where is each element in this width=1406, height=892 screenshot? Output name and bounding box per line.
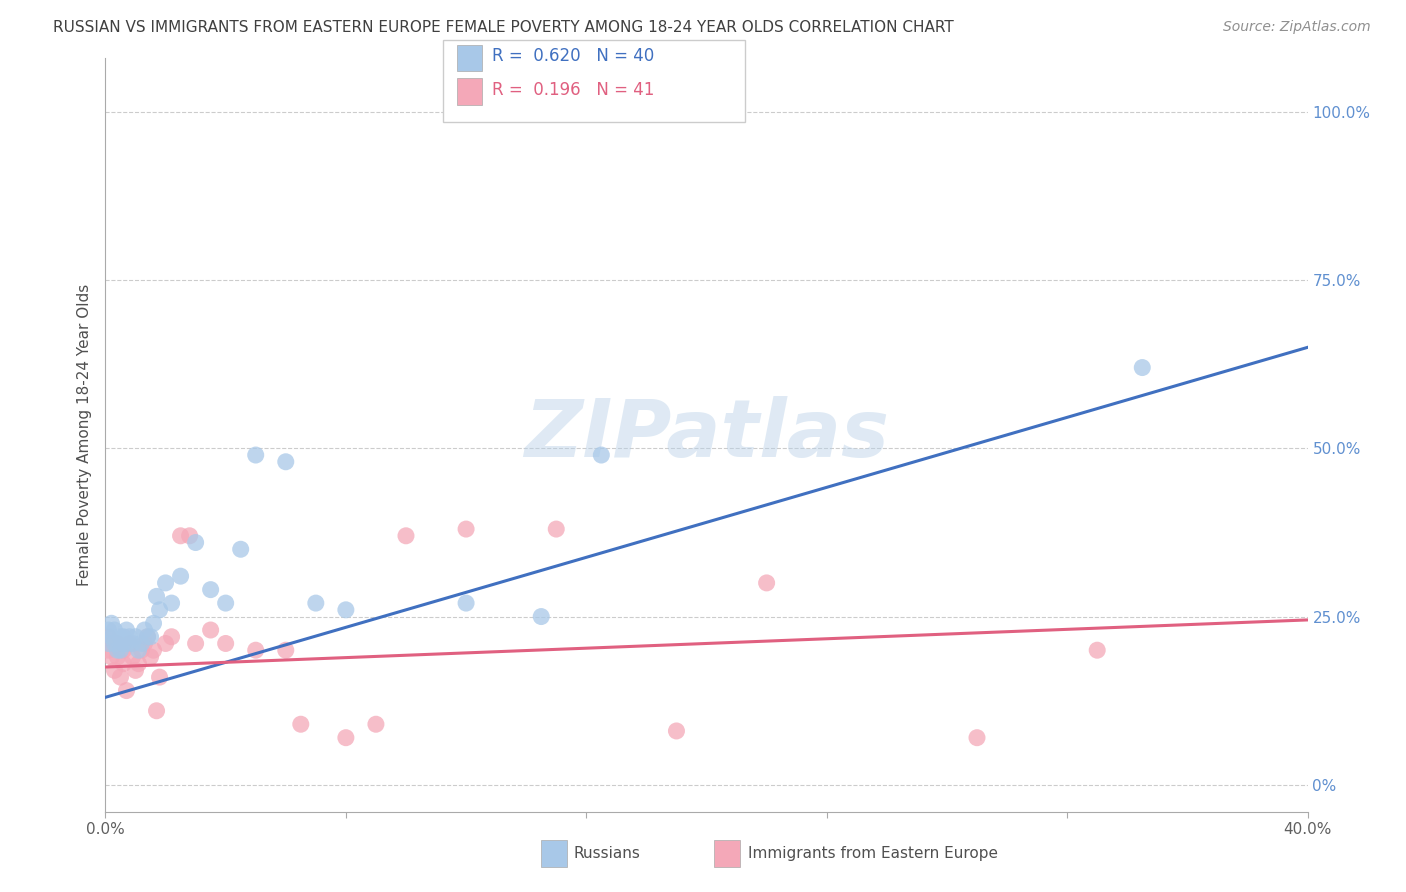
Y-axis label: Female Poverty Among 18-24 Year Olds: Female Poverty Among 18-24 Year Olds	[76, 284, 91, 586]
Point	[335, 603, 357, 617]
Text: RUSSIAN VS IMMIGRANTS FROM EASTERN EUROPE FEMALE POVERTY AMONG 18-24 YEAR OLDS C: RUSSIAN VS IMMIGRANTS FROM EASTERN EUROP…	[53, 20, 955, 35]
Point	[142, 616, 165, 631]
Point	[335, 731, 357, 745]
Point	[112, 636, 135, 650]
Point	[591, 448, 613, 462]
Point	[124, 630, 146, 644]
Point	[142, 643, 165, 657]
Point	[160, 630, 183, 644]
Point	[110, 643, 132, 657]
Point	[546, 522, 568, 536]
Point	[128, 643, 150, 657]
Point	[103, 636, 125, 650]
Point	[107, 643, 129, 657]
Point	[395, 529, 418, 543]
Point	[107, 649, 129, 664]
Point	[145, 590, 167, 604]
Text: ZIPatlas: ZIPatlas	[524, 396, 889, 474]
Point	[121, 636, 143, 650]
Point	[145, 704, 167, 718]
Point	[139, 630, 162, 644]
Point	[110, 670, 132, 684]
Point	[214, 636, 236, 650]
Point	[118, 636, 141, 650]
Point	[229, 542, 252, 557]
Point	[103, 664, 125, 678]
Point	[966, 731, 988, 745]
Point	[112, 643, 135, 657]
Point	[100, 630, 122, 644]
Point	[245, 643, 267, 657]
Point	[200, 582, 222, 597]
Point	[115, 683, 138, 698]
Text: R =  0.620   N = 40: R = 0.620 N = 40	[492, 47, 654, 65]
Point	[1085, 643, 1108, 657]
Point	[131, 643, 153, 657]
Point	[100, 616, 122, 631]
Point	[274, 643, 297, 657]
Point	[245, 448, 267, 462]
Point	[454, 596, 477, 610]
Point	[160, 596, 183, 610]
Point	[136, 630, 159, 644]
Point	[103, 623, 125, 637]
Text: R =  0.196   N = 41: R = 0.196 N = 41	[492, 81, 654, 99]
Point	[665, 723, 688, 738]
Point	[112, 657, 135, 671]
Point	[148, 670, 170, 684]
Point	[148, 603, 170, 617]
Point	[118, 630, 141, 644]
Point	[364, 717, 387, 731]
Point	[128, 657, 150, 671]
Point	[107, 636, 129, 650]
Point	[155, 575, 177, 590]
Point	[169, 529, 191, 543]
Point	[100, 649, 122, 664]
Point	[112, 630, 135, 644]
Point	[200, 623, 222, 637]
Point	[454, 522, 477, 536]
Point	[124, 664, 146, 678]
Point	[179, 529, 201, 543]
Text: Russians: Russians	[574, 847, 641, 861]
Point	[214, 596, 236, 610]
Point	[274, 455, 297, 469]
Point	[115, 623, 138, 637]
Point	[1130, 360, 1153, 375]
Point	[184, 535, 207, 549]
Point	[134, 636, 156, 650]
Text: Immigrants from Eastern Europe: Immigrants from Eastern Europe	[748, 847, 998, 861]
Point	[524, 104, 547, 119]
Point	[115, 636, 138, 650]
Point	[184, 636, 207, 650]
Point	[305, 596, 328, 610]
Point	[139, 649, 162, 664]
Point	[290, 717, 312, 731]
Point	[97, 643, 120, 657]
Text: Source: ZipAtlas.com: Source: ZipAtlas.com	[1223, 20, 1371, 34]
Point	[169, 569, 191, 583]
Point	[97, 623, 120, 637]
Point	[121, 649, 143, 664]
Point	[97, 636, 120, 650]
Point	[155, 636, 177, 650]
Point	[530, 609, 553, 624]
Point	[110, 630, 132, 644]
Point	[136, 630, 159, 644]
Point	[97, 630, 120, 644]
Point	[131, 636, 153, 650]
Point	[755, 575, 778, 590]
Point	[134, 623, 156, 637]
Point	[100, 636, 122, 650]
